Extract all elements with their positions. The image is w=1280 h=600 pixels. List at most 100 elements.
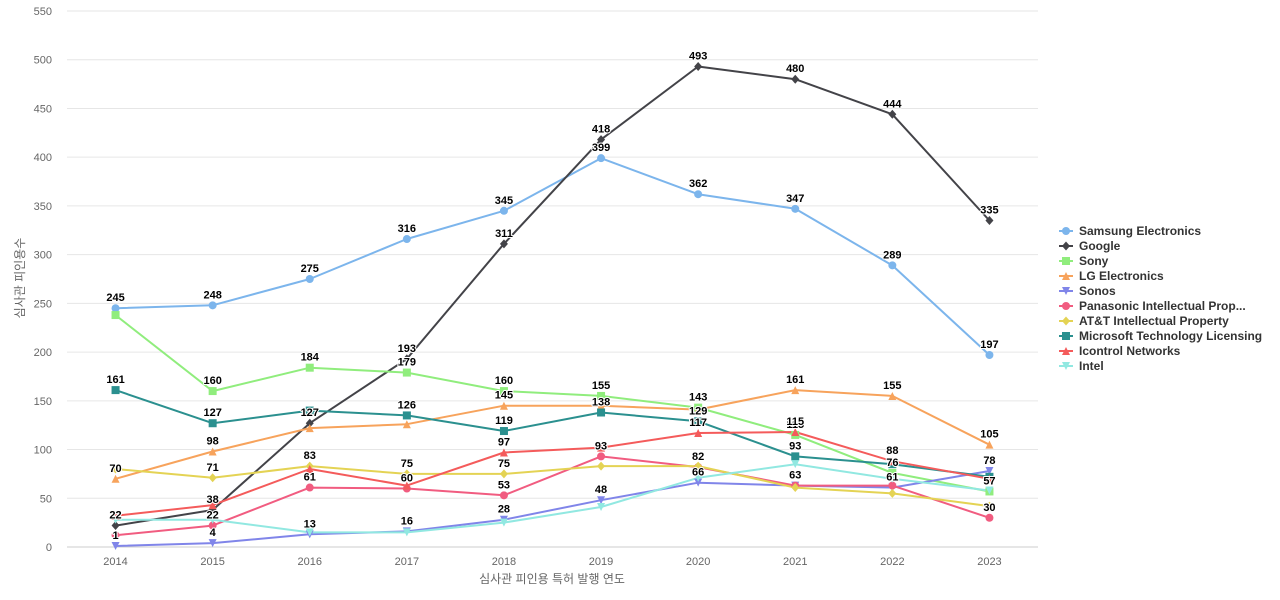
series-line [115, 465, 990, 508]
y-tick-label: 300 [34, 250, 52, 262]
legend-marker [1062, 241, 1070, 251]
series-line [115, 455, 990, 537]
legend-item[interactable]: Sony [1059, 254, 1109, 268]
x-tick-label: 2018 [492, 556, 516, 568]
data-point [694, 417, 703, 426]
data-label: 13 [304, 518, 316, 530]
data-point [111, 304, 120, 313]
data-label: 53 [498, 479, 510, 491]
x-tick-label: 2023 [977, 556, 1001, 568]
data-point [499, 387, 508, 396]
data-label: 83 [304, 450, 316, 462]
y-tick-label: 0 [46, 542, 52, 554]
data-point [305, 465, 314, 474]
data-point [597, 443, 606, 452]
series-line [114, 314, 990, 493]
x-tick-label: 2020 [686, 556, 710, 568]
legend-marker [1062, 227, 1070, 235]
data-label: 155 [883, 380, 901, 392]
legend-marker [1062, 316, 1070, 326]
data-point [305, 406, 314, 415]
data-label: 57 [983, 475, 995, 487]
y-axis-title: 심사관 피인용수 [13, 238, 27, 319]
data-label: 66 [692, 467, 704, 479]
data-label: 155 [592, 380, 610, 392]
data-point [888, 474, 897, 483]
data-point [985, 501, 994, 511]
legend-label: Sony [1079, 254, 1109, 268]
series-line [115, 65, 991, 527]
data-point [888, 468, 897, 477]
data-label: 98 [207, 435, 219, 447]
data-label: 61 [304, 472, 316, 484]
data-label: 71 [207, 462, 219, 474]
legend-marker [1062, 302, 1070, 310]
data-label: 97 [498, 436, 510, 448]
data-point [402, 368, 411, 377]
data-point [499, 491, 508, 500]
y-tick-label: 250 [34, 298, 52, 310]
series-line [115, 470, 990, 547]
legend-item[interactable]: Icontrol Networks [1059, 344, 1181, 358]
data-point [305, 424, 314, 433]
data-point [694, 405, 703, 414]
data-label: 418 [592, 124, 610, 136]
y-tick-label: 200 [34, 347, 52, 359]
x-tick-label: 2022 [880, 556, 904, 568]
data-label: 28 [498, 504, 510, 516]
legend-label: AT&T Intellectual Property [1079, 314, 1229, 328]
data-point [305, 528, 314, 537]
data-label: 75 [401, 458, 413, 470]
legend-label: Sonos [1079, 284, 1116, 298]
data-label: 335 [980, 205, 998, 217]
legend-item[interactable]: Google [1059, 239, 1121, 253]
y-tick-label: 50 [40, 493, 52, 505]
data-point [597, 408, 606, 417]
x-tick-label: 2017 [395, 556, 419, 568]
legend-item[interactable]: Microsoft Technology Licensing [1059, 329, 1262, 343]
data-point [402, 420, 411, 429]
data-label: 311 [495, 228, 513, 240]
legend-item[interactable]: Intel [1059, 359, 1104, 373]
data-label: 289 [883, 249, 901, 261]
legend-item[interactable]: Samsung Electronics [1059, 224, 1201, 238]
y-tick-label: 400 [34, 152, 52, 164]
data-point [208, 447, 217, 456]
x-tick-label: 2016 [298, 556, 322, 568]
data-point [985, 466, 994, 475]
data-label: 22 [109, 510, 121, 522]
y-tick-label: 350 [34, 201, 52, 213]
y-tick-label: 500 [34, 55, 52, 67]
data-point [985, 486, 994, 495]
legend-marker [1062, 362, 1070, 370]
data-point [305, 483, 314, 492]
y-tick-label: 150 [34, 396, 52, 408]
legend-item[interactable]: Panasonic Intellectual Prop... [1059, 299, 1246, 313]
legend-item[interactable]: AT&T Intellectual Property [1059, 314, 1229, 328]
data-label: 115 [786, 419, 804, 431]
legend-label: Samsung Electronics [1079, 224, 1201, 238]
data-point [111, 542, 120, 551]
data-point [499, 401, 508, 410]
data-point [499, 239, 508, 249]
data-label: 160 [495, 375, 513, 387]
legend-item[interactable]: Sonos [1059, 284, 1116, 298]
data-point [208, 473, 217, 483]
legend-label: Google [1079, 239, 1121, 253]
data-label: 161 [106, 374, 124, 386]
data-point [499, 427, 508, 436]
data-point [985, 474, 994, 483]
data-label: 493 [689, 51, 707, 63]
data-label: 78 [983, 455, 995, 467]
data-point [111, 474, 120, 483]
data-point [111, 515, 120, 524]
y-tick-label: 550 [34, 6, 52, 18]
legend-item[interactable]: LG Electronics [1059, 269, 1164, 283]
data-point [791, 452, 800, 461]
data-label: 143 [689, 392, 707, 404]
data-label: 88 [886, 445, 898, 457]
data-point [402, 469, 411, 479]
data-label: 127 [203, 407, 221, 419]
data-label: 184 [301, 352, 320, 364]
legend-marker [1062, 332, 1070, 340]
